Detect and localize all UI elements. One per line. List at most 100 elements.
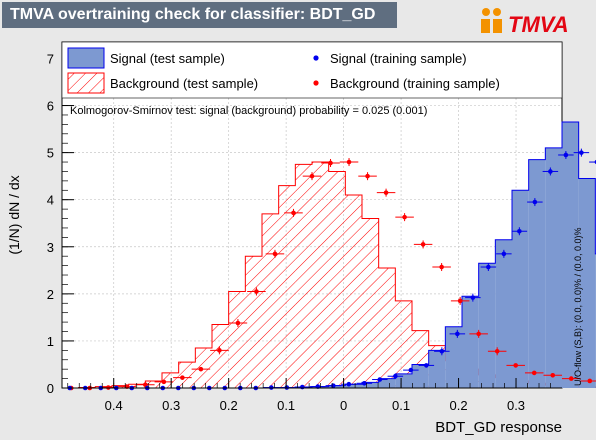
background-training-point [568,376,574,381]
x-tick-label: 0.4 [105,398,123,413]
signal-bar [395,373,412,388]
x-tick-label: 0.1 [277,398,295,413]
y-tick-label: 6 [47,99,54,114]
legend-background-test-swatch [67,72,105,94]
x-tick-label: 0.2 [450,398,468,413]
signal-bar [512,190,529,388]
signal-bar [545,147,562,388]
legend-signal-test: Signal (test sample) [110,51,225,66]
background-bar [178,362,196,388]
x-tick-label: 0.3 [162,398,180,413]
background-bar [378,267,396,388]
signal-bar [462,296,479,388]
background-bar [212,324,229,388]
background-training-point [198,366,204,372]
legend-signal-training-marker [313,55,319,61]
background-training-point [365,173,370,179]
background-training-point [217,348,222,353]
background-training-point [291,210,296,216]
legend-background-test: Background (test sample) [110,76,258,91]
signal-training-point [455,331,460,337]
legend-signal-test-swatch [67,47,105,69]
legend-background-training-marker [313,80,319,86]
background-bar [362,218,379,388]
signal-bar [345,384,362,388]
signal-training-point [362,380,367,386]
y-tick-label: 0 [47,381,54,396]
signal-training-point [300,384,305,390]
ks-test-text: Kolmogorov-Smirnov test: signal (backgro… [70,105,427,117]
background-training-point [346,159,352,165]
background-training-point [513,363,519,368]
signal-training-point [331,383,336,388]
signal-test-histogram [62,121,596,389]
background-bar [328,171,346,388]
signal-training-point [486,264,491,270]
background-bar [228,291,246,388]
background-training-point [531,370,537,376]
signal-training-point [424,363,429,368]
y-tick-label: 3 [47,240,54,255]
background-bar [312,162,329,388]
y-tick-label: 7 [47,51,54,66]
signal-training-point [563,152,569,158]
background-training-point [328,160,333,166]
y-axis-label: (1/N) dN / dx [6,175,22,254]
background-bar [262,213,279,388]
overflow-text: U/O-flow (S,B): (0.0, 0.0)% / (0.0, 0.0)… [573,227,583,386]
background-training-point [235,320,241,326]
tmva-logo: TMVA [466,2,594,42]
signal-training-point [439,348,445,354]
background-training-point [254,289,259,294]
signal-bar [328,385,346,388]
signal-training-point [579,150,584,155]
signal-bar [478,263,496,388]
background-training-point [383,190,389,195]
signal-training-point [408,367,414,373]
y-tick-label: 5 [47,146,54,161]
signal-bar [445,326,462,388]
legend: Signal (test sample) Signal (training sa… [61,41,563,99]
signal-training-point [501,251,507,257]
legend-signal-training: Signal (training sample) [330,51,467,66]
background-bar [345,194,362,388]
x-tick-label: 0.1 [392,398,410,413]
background-bar [295,164,312,388]
background-bar [278,185,296,388]
background-bar [245,256,262,388]
x-tick-label: 0.2 [220,398,238,413]
signal-training-point [393,373,398,379]
signal-training-point [532,199,538,205]
background-bar [395,300,412,388]
signal-training-point [470,295,476,300]
signal-training-point [346,381,352,387]
background-training-point [180,375,185,380]
background-training-point [161,379,167,385]
signal-training-point [377,377,383,382]
signal-bar [412,364,429,388]
x-axis-label: BDT_GD response [435,419,562,436]
background-training-point [587,378,593,384]
legend-background-training: Background (training sample) [330,76,500,91]
signal-bar [528,159,546,388]
background-training-point [550,372,556,378]
background-training-point [309,173,315,179]
background-training-point [272,251,278,257]
background-training-point [439,264,444,270]
background-training-point [402,214,407,220]
background-training-point [476,331,481,337]
chart-title: TMVA overtraining check for classifier: … [2,2,397,28]
signal-bar [428,350,446,388]
y-tick-label: 4 [47,193,54,208]
background-training-point [494,348,500,354]
legend-box [61,41,563,99]
axes: 0.4 0.3 0.2 0.1 0 0.1 0.2 0.3 0 1 2 3 4 5 6 7 [47,42,562,413]
signal-training-point [548,169,553,174]
signal-bar [562,122,579,388]
background-training-point [420,242,426,247]
logo-text: TMVA [508,12,569,37]
signal-bar [378,378,396,388]
x-tick-label: 0 [340,398,347,413]
y-tick-label: 2 [47,287,54,302]
